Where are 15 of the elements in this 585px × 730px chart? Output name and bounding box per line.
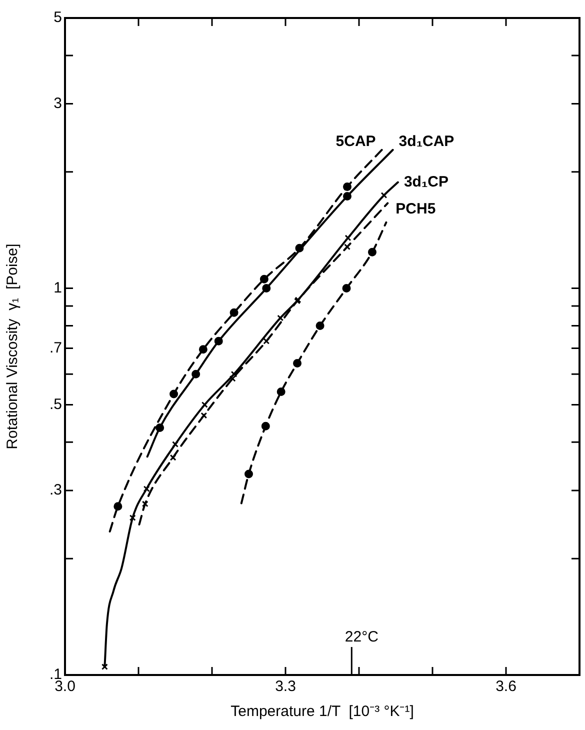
y-tick-label: .3 — [49, 482, 62, 499]
series-label: 5CAP — [336, 133, 376, 150]
y-axis-title: Rotational Viscosity γ₁ [Poise] — [4, 244, 22, 450]
x-axis-title: Temperature 1/T [10⁻³ °K⁻¹] — [230, 703, 414, 720]
y-tick-label: 1 — [54, 279, 62, 296]
series-label: 3d₁CP — [404, 173, 448, 190]
y-tick-label: 3 — [54, 94, 62, 112]
x-tick-label: 3.3 — [275, 678, 296, 696]
y-tick-label: 5 — [54, 9, 62, 26]
series-label: 3d₁CAP — [398, 133, 454, 150]
x-tick-label: 3.6 — [496, 678, 516, 696]
series-label: PCH5 — [396, 200, 436, 218]
y-tick-label: .5 — [49, 396, 62, 413]
ref-line-label: 22°C — [344, 628, 379, 646]
y-tick-label: .7 — [49, 339, 62, 356]
